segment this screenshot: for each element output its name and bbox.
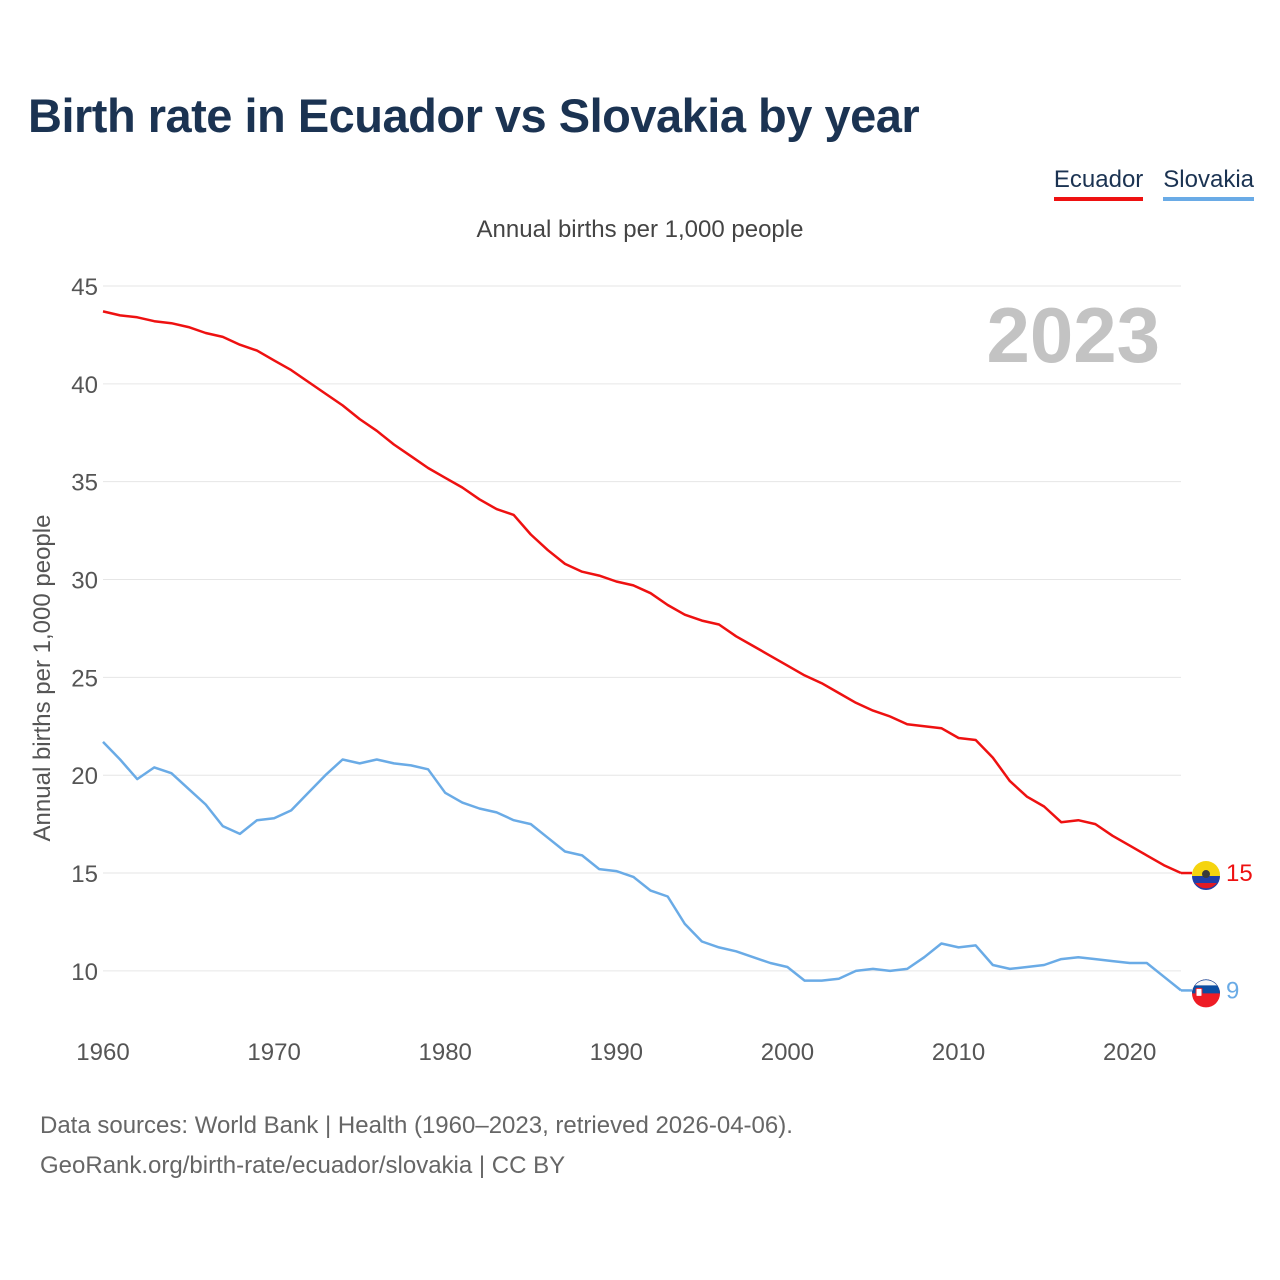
legend: Ecuador Slovakia [1053, 166, 1254, 201]
y-axis-label: Annual births per 1,000 people [29, 515, 56, 842]
y-tick-label: 10 [71, 959, 98, 986]
attribution-link[interactable]: GeoRank.org/birth-rate/ecuador/slovakia … [40, 1152, 566, 1179]
footer: Data sources: World Bank | Health (1960–… [40, 1106, 793, 1186]
slovakia-flag-band [1195, 980, 1217, 986]
y-tick-label: 20 [71, 763, 98, 790]
y-tick-label: 25 [71, 665, 98, 692]
year-label: 2023 [986, 291, 1160, 379]
series-end-label-slovakia: 9 [1226, 977, 1239, 1004]
chart-title: Birth rate in Ecuador vs Slovakia by yea… [28, 89, 920, 142]
x-tick-label: 1960 [76, 1039, 129, 1066]
slovakia-flag-emblem [1195, 987, 1203, 997]
y-tick-label: 35 [71, 470, 98, 497]
data-source-note: Data sources: World Bank | Health (1960–… [40, 1112, 793, 1139]
ecuador-flag-band [1195, 883, 1217, 889]
chart-subtitle: Annual births per 1,000 people [476, 216, 804, 243]
ecuador-flag-emblem [1202, 870, 1210, 879]
y-tick-label: 45 [71, 274, 98, 301]
x-tick-label: 1990 [590, 1039, 643, 1066]
x-tick-label: 1980 [419, 1039, 472, 1066]
y-tick-label: 40 [71, 372, 98, 399]
y-tick-label: 30 [71, 568, 98, 595]
series-line-ecuador [102, 310, 1182, 875]
x-tick-label: 1970 [247, 1039, 300, 1066]
x-tick-label: 2020 [1103, 1039, 1156, 1066]
y-tick-label: 15 [71, 861, 98, 888]
series-line-slovakia [102, 741, 1182, 992]
legend-item-ecuador[interactable]: Ecuador [1053, 166, 1144, 201]
x-tick-label: 2010 [932, 1039, 985, 1066]
x-tick-label: 2000 [761, 1039, 814, 1066]
legend-item-slovakia[interactable]: Slovakia [1163, 166, 1254, 201]
series-end-label-ecuador: 15 [1226, 860, 1253, 887]
